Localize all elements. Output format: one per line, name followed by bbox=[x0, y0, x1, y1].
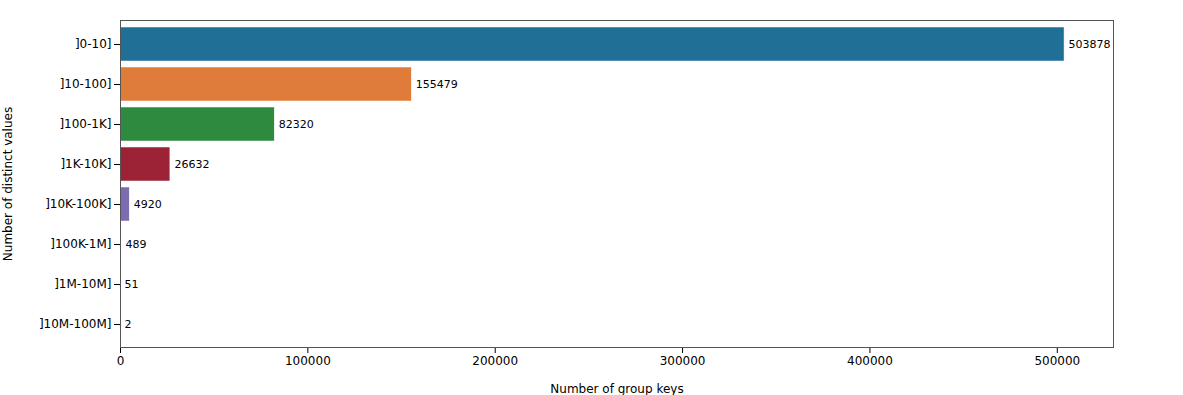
svg-text:500000: 500000 bbox=[1034, 354, 1080, 368]
svg-text:]10M-100M]: ]10M-100M] bbox=[39, 317, 112, 331]
svg-text:400000: 400000 bbox=[847, 354, 893, 368]
svg-text:200000: 200000 bbox=[472, 354, 518, 368]
svg-text:Number of distinct values: Number of distinct values bbox=[1, 107, 15, 261]
svg-text:155479: 155479 bbox=[416, 78, 458, 91]
svg-text:503878: 503878 bbox=[1069, 38, 1111, 51]
svg-text:100000: 100000 bbox=[285, 354, 331, 368]
svg-text:]100K-1M]: ]100K-1M] bbox=[50, 237, 111, 251]
svg-text:0: 0 bbox=[117, 354, 125, 368]
svg-text:Number of group keys: Number of group keys bbox=[550, 382, 683, 395]
svg-text:489: 489 bbox=[125, 238, 146, 251]
svg-text:]10-100]: ]10-100] bbox=[60, 77, 112, 91]
svg-text:82320: 82320 bbox=[279, 118, 314, 131]
svg-text:4920: 4920 bbox=[134, 198, 162, 211]
svg-text:300000: 300000 bbox=[660, 354, 706, 368]
svg-text:]100-1K]: ]100-1K] bbox=[59, 117, 111, 131]
svg-text:2: 2 bbox=[125, 318, 132, 331]
svg-text:51: 51 bbox=[125, 278, 139, 291]
svg-text:]1M-10M]: ]1M-10M] bbox=[54, 277, 111, 291]
svg-text:]0-10]: ]0-10] bbox=[75, 37, 112, 51]
svg-text:26632: 26632 bbox=[174, 158, 209, 171]
svg-text:]1K-10K]: ]1K-10K] bbox=[60, 157, 111, 171]
svg-text:]10K-100K]: ]10K-100K] bbox=[45, 197, 111, 211]
